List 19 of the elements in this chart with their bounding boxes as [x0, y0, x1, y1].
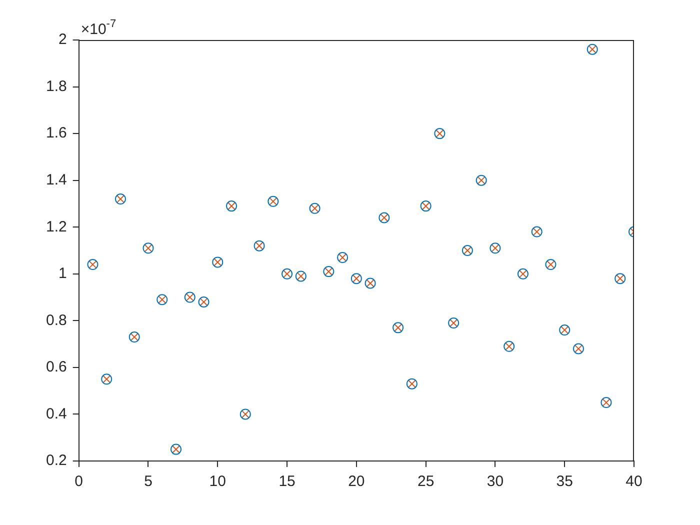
y-tick-label: 1.8 — [46, 78, 67, 95]
y-tick-label: 0.4 — [46, 405, 67, 422]
y-tick-label: 2 — [58, 31, 67, 48]
y-tick-label: 1 — [58, 265, 67, 282]
x-tick-label: 5 — [144, 473, 152, 490]
y-tick-label: 1.6 — [46, 124, 67, 142]
y-tick-label: 0.6 — [46, 358, 67, 376]
x-tick-label: 25 — [417, 473, 434, 490]
x-tick-label: 10 — [209, 473, 226, 490]
x-tick-label: 30 — [486, 473, 504, 490]
x-tick-label: 20 — [348, 473, 365, 490]
x-tick-label: 35 — [556, 473, 573, 490]
y-tick-label: 0.2 — [46, 452, 67, 470]
y-tick-label: 1.4 — [46, 171, 67, 188]
x-tick-label: 40 — [626, 473, 642, 490]
x-tick-label: 0 — [74, 473, 84, 490]
y-tick-label: 0.8 — [46, 312, 67, 329]
y-tick-label: 1.2 — [46, 218, 67, 236]
x-tick-label: 15 — [278, 473, 296, 490]
